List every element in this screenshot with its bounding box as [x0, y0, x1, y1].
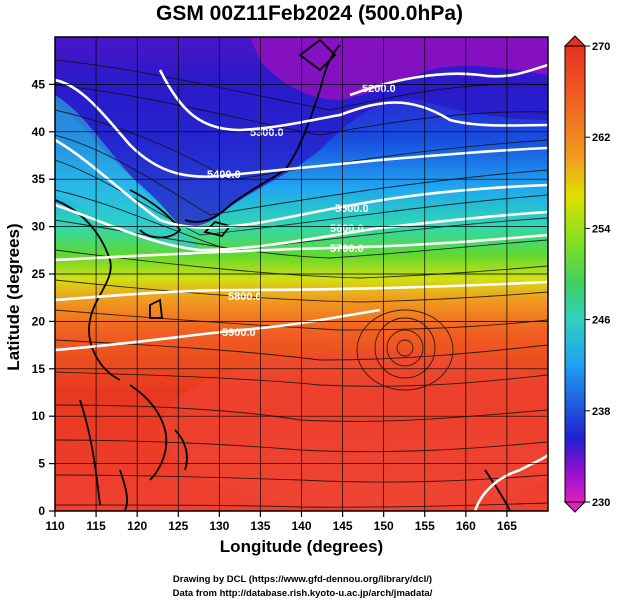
- colorbar-top-arrow: [563, 35, 587, 47]
- map-title: GSM 00Z11Feb2024 (500.0hPa): [156, 2, 463, 25]
- x-axis-ticks: 110 115 120 125 130 135 140 145 150 155 160 165: [45, 511, 517, 533]
- colorbar-tick-label: 262: [592, 132, 610, 144]
- x-tick-label: 160: [456, 519, 476, 533]
- x-tick-label: 125: [168, 519, 188, 533]
- credit-drawing: Drawing by DCL (https://www.gfd-dennou.o…: [172, 574, 433, 585]
- cyan-zone: [55, 95, 200, 249]
- colorbar-ticks: 230 238 246 254 262 270: [585, 41, 611, 509]
- x-tick-label: 110: [45, 519, 65, 533]
- grid-lines: [55, 37, 548, 511]
- x-tick-label: 135: [250, 519, 270, 533]
- colorbar: 230 238 246 254 262 270: [563, 35, 611, 513]
- contour-labels: 5200.0 5300.0 5400.0 5500.0 5600.0 5700.…: [207, 83, 396, 339]
- credit-data: Data from http://database.rish.kyoto-u.a…: [172, 588, 433, 599]
- x-tick-label: 155: [415, 519, 435, 533]
- svg-text:5500.0: 5500.0: [335, 203, 369, 215]
- colorbar-body: [564, 45, 586, 503]
- y-tick-label: 25: [32, 267, 46, 281]
- y-tick-label: 5: [38, 457, 45, 471]
- y-tick-label: 15: [32, 362, 46, 376]
- svg-text:5300.0: 5300.0: [250, 127, 284, 139]
- colorbar-tick-label: 238: [592, 406, 610, 418]
- x-tick-label: 140: [291, 519, 311, 533]
- y-tick-label: 35: [32, 172, 46, 186]
- y-tick-label: 10: [32, 409, 46, 423]
- colorbar-tick-label: 230: [592, 497, 610, 509]
- x-tick-label: 115: [86, 519, 106, 533]
- svg-text:5800.0: 5800.0: [228, 291, 262, 303]
- x-tick-label: 150: [374, 519, 394, 533]
- colorbar-tick-label: 270: [592, 41, 610, 53]
- y-tick-label: 45: [32, 77, 46, 91]
- svg-text:5600.0: 5600.0: [330, 223, 364, 235]
- svg-text:5700.0: 5700.0: [330, 243, 364, 255]
- x-axis-label: Longitude (degrees): [219, 537, 384, 556]
- y-tick-label: 20: [32, 314, 46, 328]
- colorbar-bottom-arrow: [563, 501, 587, 513]
- y-axis-ticks: 0 5 10 15 20 25 30 35 40 45: [32, 77, 55, 518]
- colorbar-tick-label: 246: [592, 315, 610, 327]
- svg-text:5900.0: 5900.0: [222, 327, 256, 339]
- y-tick-label: 0: [38, 504, 45, 518]
- y-tick-label: 30: [32, 220, 46, 234]
- svg-text:5200.0: 5200.0: [362, 83, 396, 95]
- colorbar-tick-label: 254: [592, 223, 611, 235]
- x-tick-label: 165: [497, 519, 517, 533]
- svg-text:5400.0: 5400.0: [207, 169, 241, 181]
- y-tick-label: 40: [32, 125, 46, 139]
- height-contours: [55, 63, 548, 511]
- coastlines: [55, 38, 511, 511]
- y-axis-label: Latitude (degrees): [4, 223, 23, 371]
- x-tick-label: 145: [333, 519, 353, 533]
- x-tick-label: 130: [209, 519, 229, 533]
- warm-pool: [160, 350, 548, 510]
- x-tick-label: 120: [127, 519, 147, 533]
